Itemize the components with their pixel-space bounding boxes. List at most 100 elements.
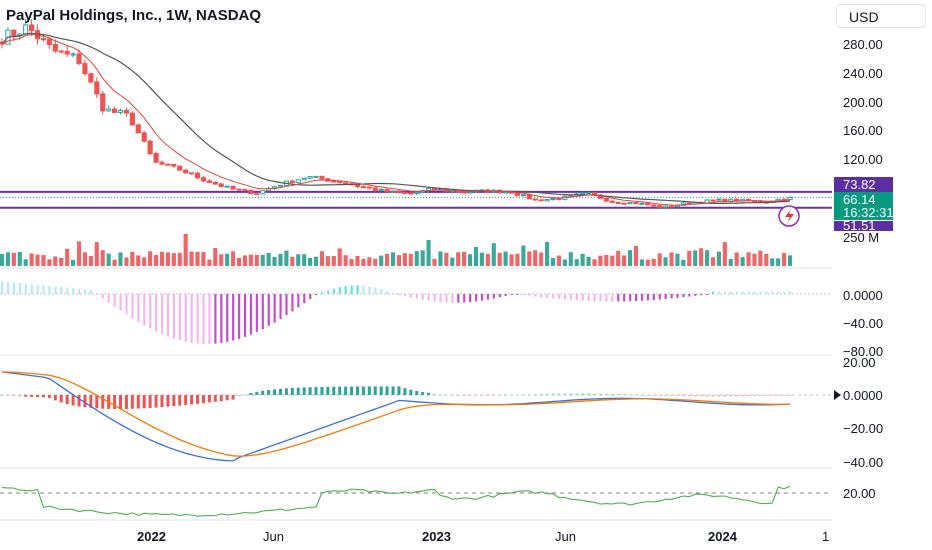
osc-histogram-bar <box>700 294 703 296</box>
candle-body <box>171 163 177 167</box>
candle-body <box>153 153 159 163</box>
osc-histogram-bar <box>569 294 572 300</box>
candle-body <box>331 180 337 183</box>
candle-body <box>580 192 586 195</box>
candle-body <box>159 161 165 165</box>
macd-histogram-bar <box>569 393 573 395</box>
macd-line <box>1 371 791 462</box>
price-tick-160: 160.00 <box>843 123 883 138</box>
osc-histogram-bar <box>160 294 164 335</box>
osc-histogram-bar <box>433 294 436 302</box>
candle-body <box>716 198 722 201</box>
candle-body <box>230 185 236 190</box>
macd-histogram-bar <box>409 389 413 395</box>
macd-histogram-bar <box>59 395 63 403</box>
candle-body <box>218 183 224 187</box>
macd-histogram-bar <box>616 394 620 395</box>
macd-histogram-bar <box>717 395 721 397</box>
candle-body <box>319 175 325 180</box>
volume-bar <box>527 251 532 266</box>
macd-histogram-bar <box>557 393 561 395</box>
candle-body <box>651 204 657 207</box>
candle-body <box>165 163 171 166</box>
volume-bar <box>5 252 10 266</box>
volume-bar <box>142 257 147 266</box>
macd-tick-m40: −40.00 <box>843 455 884 470</box>
osc-histogram-bar <box>320 292 324 294</box>
volume-bar <box>284 250 289 266</box>
volume-bar <box>213 248 218 266</box>
macd-histogram-bar <box>178 395 182 406</box>
candle-body <box>402 191 408 194</box>
macd-histogram-bar <box>587 393 591 395</box>
macd-histogram-bar <box>770 395 774 396</box>
macd-histogram-bar <box>545 393 549 395</box>
macd-histogram-bar <box>723 395 727 397</box>
volume-bar <box>355 255 360 266</box>
macd-histogram-bar <box>184 395 188 406</box>
macd-histogram-bar <box>207 395 211 403</box>
candle-body <box>76 53 82 65</box>
candle-body <box>710 199 716 202</box>
candle-body <box>603 197 609 202</box>
osc-tick-m40: −40.00 <box>843 316 884 331</box>
macd-histogram-bar <box>231 395 235 400</box>
volume-bar <box>604 254 609 266</box>
volume-bar <box>11 252 16 266</box>
macd-tick-m20: −20.00 <box>843 421 884 436</box>
volume-bar <box>118 252 123 266</box>
candle-body <box>645 202 651 206</box>
osc-histogram-bar <box>522 294 525 296</box>
volume-bar <box>367 257 372 266</box>
macd-histogram-bar <box>196 395 200 404</box>
volume-bar <box>598 255 603 266</box>
volume-bar <box>782 253 787 266</box>
time-label-2022: 2022 <box>137 529 166 544</box>
time-label-jun-2023: Jun <box>555 529 576 544</box>
currency-button[interactable]: USD <box>836 4 926 28</box>
volume-bar <box>545 242 550 266</box>
osc-histogram-bar <box>439 294 442 303</box>
candle-body <box>639 202 645 205</box>
candle-body <box>141 132 147 142</box>
macd-histogram-bar <box>492 395 496 396</box>
osc-histogram-bar <box>220 294 223 343</box>
candle-body <box>183 169 189 174</box>
upper-level-badge: 73.82 <box>834 177 893 192</box>
macd-histogram-bar <box>693 395 697 397</box>
osc-histogram-bar <box>178 294 181 341</box>
macd-histogram-bar <box>433 393 437 395</box>
macd-histogram-bar <box>474 395 478 396</box>
volume-bar <box>580 253 585 266</box>
macd-histogram-bar <box>124 395 128 409</box>
osc-histogram-bar <box>617 294 620 302</box>
volume-bar <box>361 259 366 266</box>
price-pane[interactable] <box>0 19 832 209</box>
osc-histogram-bar <box>717 291 721 294</box>
osc-histogram-bar <box>421 294 424 300</box>
osc-histogram-bar <box>237 294 241 339</box>
osc-histogram-bar <box>783 291 786 294</box>
volume-bar <box>82 252 88 266</box>
macd-histogram-bar <box>326 386 330 395</box>
osc-histogram-bar <box>60 287 63 294</box>
volume-bar <box>462 251 467 266</box>
osc-histogram-bar <box>338 287 341 294</box>
volume-bar <box>337 248 342 266</box>
volume-bar <box>734 252 739 266</box>
macd-histogram-bar <box>237 395 241 397</box>
volume-bar <box>153 255 159 266</box>
macd-histogram-bar <box>391 386 395 395</box>
macd-histogram-bar <box>166 395 170 407</box>
osc-histogram-bar <box>214 294 217 344</box>
macd-histogram-bar <box>462 395 466 396</box>
macd-histogram-bar <box>361 386 365 395</box>
volume-bar <box>17 251 22 266</box>
volume-bar <box>278 253 283 266</box>
macd-histogram-bar <box>219 395 223 402</box>
osc-histogram-bar <box>137 294 140 322</box>
macd-histogram-bar <box>154 395 158 408</box>
macd-histogram-bar <box>101 395 105 409</box>
osc-histogram-bar <box>113 294 116 307</box>
